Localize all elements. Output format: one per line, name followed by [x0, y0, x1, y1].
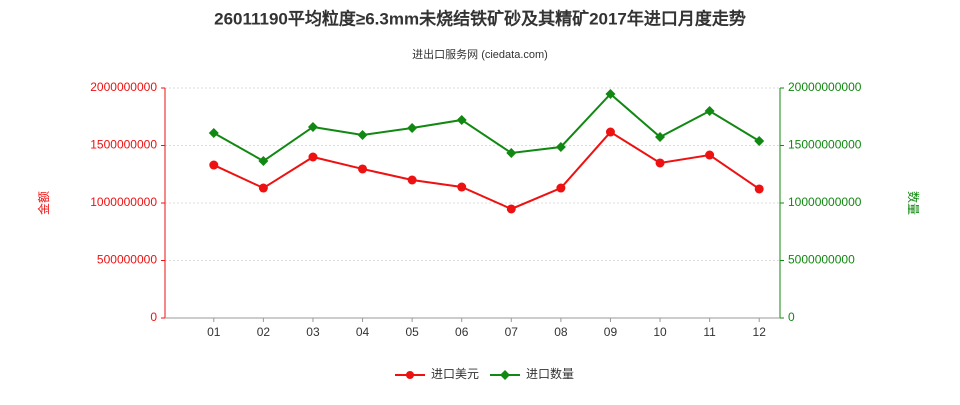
- legend-marker: [500, 370, 510, 380]
- series-line: [213, 92, 760, 163]
- y-tick-label: 2000000000: [90, 80, 157, 94]
- series-line: [213, 130, 760, 211]
- marker: [308, 152, 318, 162]
- y-axis-label: 金额: [36, 191, 51, 215]
- x-tick-label: 05: [405, 325, 419, 339]
- chart-subtitle: 进出口服务网 (ciedata.com): [412, 47, 548, 61]
- marker: [307, 121, 318, 132]
- marker: [456, 114, 467, 125]
- marker: [605, 127, 615, 137]
- marker: [754, 184, 764, 194]
- y2-tick-label: 20000000000: [788, 80, 862, 94]
- marker: [258, 156, 269, 167]
- y2-tick-label: 5000000000: [788, 253, 855, 267]
- marker: [407, 175, 417, 185]
- marker: [605, 88, 616, 99]
- x-tick-label: 09: [604, 325, 618, 339]
- y-tick-label: 500000000: [97, 253, 157, 267]
- legend-label: 进口数量: [526, 366, 574, 381]
- x-tick-label: 08: [554, 325, 568, 339]
- marker: [357, 130, 368, 141]
- y-tick-label: 1000000000: [90, 195, 157, 209]
- marker: [208, 127, 219, 138]
- y-tick-label: 0: [150, 310, 157, 324]
- x-tick-label: 01: [207, 325, 221, 339]
- x-tick-label: 06: [455, 325, 469, 339]
- x-tick-label: 03: [306, 325, 320, 339]
- y2-tick-label: 10000000000: [788, 195, 862, 209]
- x-tick-label: 07: [505, 325, 519, 339]
- x-tick-label: 02: [257, 325, 271, 339]
- marker: [457, 182, 467, 192]
- marker: [358, 164, 368, 174]
- x-tick-label: 12: [753, 325, 767, 339]
- chart-title: 26011190平均粒度≥6.3mm未烧结铁矿砂及其精矿2017年进口月度走势: [214, 8, 746, 28]
- marker: [705, 150, 715, 160]
- marker: [556, 183, 566, 193]
- y2-tick-label: 0: [788, 310, 795, 324]
- marker: [506, 147, 517, 158]
- marker: [209, 160, 219, 170]
- marker: [258, 183, 268, 193]
- marker: [704, 106, 715, 116]
- x-tick-label: 11: [703, 325, 716, 339]
- marker: [655, 158, 665, 168]
- marker: [555, 141, 566, 152]
- marker: [754, 136, 765, 147]
- marker: [407, 123, 418, 134]
- marker: [506, 204, 516, 214]
- y2-tick-label: 15000000000: [788, 138, 862, 152]
- marker: [655, 131, 666, 142]
- x-tick-label: 04: [356, 325, 370, 339]
- x-tick-label: 10: [653, 325, 667, 339]
- legend-marker: [406, 371, 414, 379]
- y-tick-label: 1500000000: [90, 138, 157, 152]
- y2-axis-label: 数量: [906, 191, 921, 215]
- legend-label: 进口美元: [431, 367, 479, 381]
